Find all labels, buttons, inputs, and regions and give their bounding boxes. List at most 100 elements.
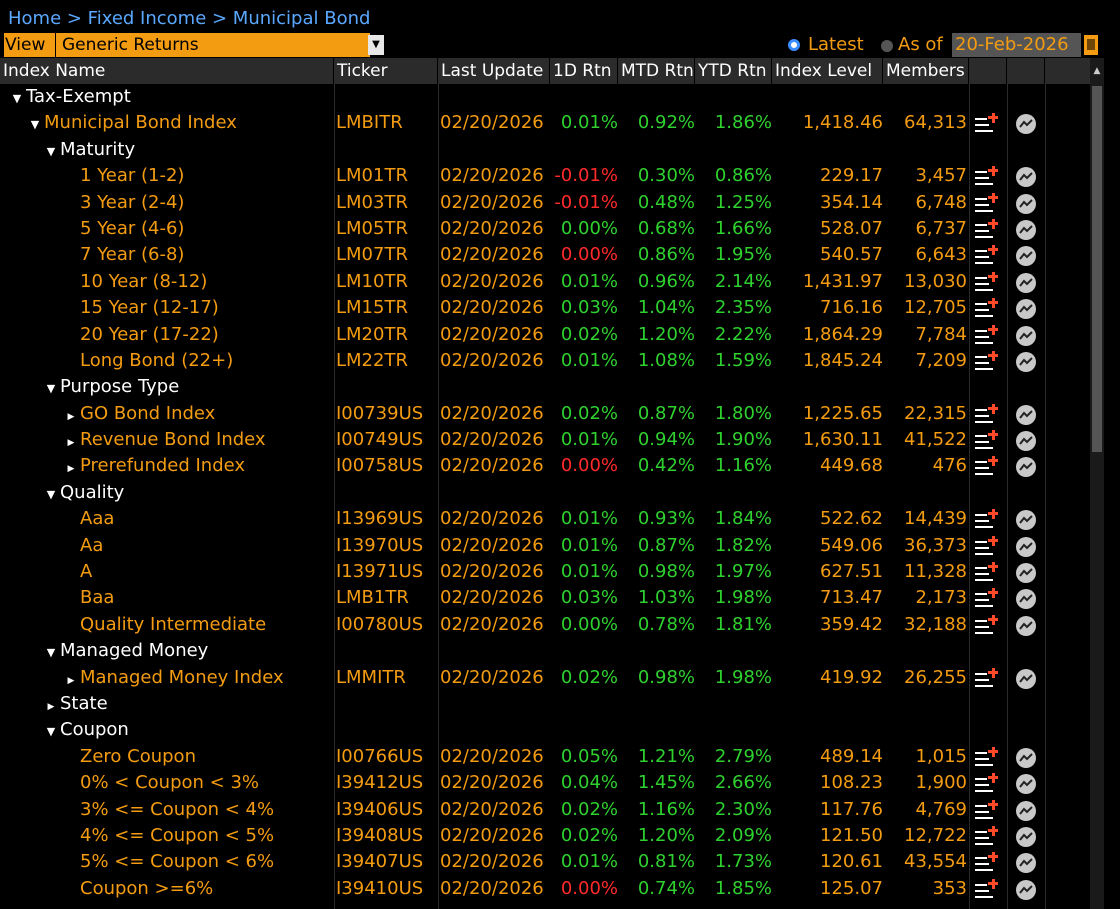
index-name[interactable]: Maturity: [60, 138, 136, 160]
chart-icon[interactable]: [1016, 431, 1036, 452]
index-name-cell[interactable]: 3% <= Coupon < 4%: [62, 797, 274, 823]
table-row[interactable]: Long Bond (22+) LM22TR 02/20/2026 0.01% 1.08…: [0, 348, 1090, 374]
add-to-list-icon[interactable]: [975, 271, 999, 292]
index-name-cell[interactable]: ▼ Managed Money: [42, 638, 209, 664]
chart-icon[interactable]: [1016, 193, 1036, 214]
add-to-list-icon[interactable]: [975, 218, 999, 239]
col-1d-rtn[interactable]: 1D Rtn: [550, 58, 618, 84]
ticker-cell[interactable]: LM20TR: [336, 323, 408, 345]
index-name[interactable]: 15 Year (12-17): [80, 297, 219, 319]
chart-icon[interactable]: [1016, 800, 1036, 821]
index-name[interactable]: Tax-Exempt: [26, 86, 131, 107]
table-row[interactable]: ▼ Purpose Type: [0, 374, 1090, 400]
ticker-cell[interactable]: LM10TR: [336, 270, 408, 292]
index-name[interactable]: Quality: [60, 481, 125, 503]
index-name[interactable]: 3 Year (2-4): [80, 191, 185, 213]
index-name[interactable]: GO Bond Index: [80, 402, 216, 424]
index-name-cell[interactable]: Zero Coupon: [62, 744, 196, 770]
collapse-toggle-icon[interactable]: ▶: [47, 701, 55, 712]
index-name-cell[interactable]: ▼ Coupon: [42, 717, 129, 743]
table-row[interactable]: ▶ Prerefunded Index I00758US 02/20/2026 0.00…: [0, 453, 1090, 479]
index-name[interactable]: Baa: [80, 587, 115, 609]
index-name-cell[interactable]: 1 Year (1-2): [62, 163, 184, 189]
index-name[interactable]: 5% <= Coupon < 6%: [80, 851, 275, 873]
add-to-list-icon[interactable]: [975, 746, 999, 767]
index-name[interactable]: Coupon: [60, 719, 129, 741]
ticker-cell[interactable]: I39408US: [336, 824, 424, 846]
col-index-level[interactable]: Index Level: [772, 58, 883, 84]
calendar-icon[interactable]: [1084, 35, 1098, 55]
index-name-cell[interactable]: Coupon >=6%: [62, 876, 213, 902]
add-to-list-icon[interactable]: [975, 588, 999, 608]
chevron-down-icon[interactable]: ▼: [368, 35, 384, 55]
table-row[interactable]: 5% <= Coupon < 6% I39407US 02/20/2026 0.01%…: [0, 849, 1090, 875]
index-name-cell[interactable]: ▼ Municipal Bond Index: [26, 110, 237, 136]
chart-icon[interactable]: [1016, 325, 1036, 346]
index-name-cell[interactable]: Baa: [62, 585, 114, 611]
index-name[interactable]: Municipal Bond Index: [44, 112, 237, 134]
index-name[interactable]: 3% <= Coupon < 4%: [80, 798, 275, 820]
chart-icon[interactable]: [1016, 246, 1036, 267]
index-name[interactable]: State: [60, 692, 108, 714]
ticker-cell[interactable]: LM01TR: [336, 165, 408, 187]
add-to-list-icon[interactable]: [975, 614, 999, 635]
add-to-list-icon[interactable]: [975, 324, 999, 345]
add-to-list-icon[interactable]: [975, 878, 999, 899]
table-row[interactable]: ▼ Maturity: [0, 137, 1090, 163]
ticker-cell[interactable]: I39406US: [336, 798, 424, 820]
add-to-list-icon[interactable]: [975, 562, 999, 582]
index-name[interactable]: Long Bond (22+): [80, 349, 234, 371]
add-to-list-icon[interactable]: [975, 113, 999, 133]
col-mtd-rtn[interactable]: MTD Rtn: [618, 58, 695, 84]
col-last-update[interactable]: Last Update: [438, 58, 550, 84]
chart-icon[interactable]: [1016, 589, 1036, 610]
chart-icon[interactable]: [1016, 351, 1036, 372]
add-to-list-icon[interactable]: [975, 852, 999, 872]
add-to-list-icon[interactable]: [975, 166, 999, 186]
collapse-toggle-icon[interactable]: ▶: [67, 438, 75, 449]
chart-icon[interactable]: [1016, 272, 1036, 293]
index-name-cell[interactable]: 20 Year (17-22): [62, 322, 219, 348]
table-row[interactable]: ▶ Managed Money Index LMMITR 02/20/2026 0.02…: [0, 665, 1090, 691]
index-name-cell[interactable]: Long Bond (22+): [62, 348, 233, 374]
add-to-list-icon[interactable]: [975, 298, 999, 318]
index-name-cell[interactable]: Aaa: [62, 506, 114, 532]
table-row[interactable]: 0% < Coupon < 3% I39412US 02/20/2026 0.04% 1…: [0, 770, 1090, 796]
collapse-toggle-icon[interactable]: ▶: [67, 464, 75, 475]
index-name-cell[interactable]: 4% <= Coupon < 5%: [62, 823, 274, 849]
add-to-list-icon[interactable]: [975, 430, 999, 450]
as-of-date-input[interactable]: 20-Feb-2026: [952, 33, 1081, 57]
add-to-list-icon[interactable]: [975, 245, 999, 265]
table-row[interactable]: A I13971US 02/20/2026 0.01% 0.98% 1.97% 627.51…: [0, 559, 1090, 585]
chart-icon[interactable]: [1016, 299, 1036, 320]
table-row[interactable]: ▼ Municipal Bond Index LMBITR 02/20/2026 0.0…: [0, 110, 1090, 136]
add-to-list-icon[interactable]: [975, 667, 999, 688]
ticker-cell[interactable]: LM05TR: [336, 217, 408, 239]
chart-icon[interactable]: [1016, 167, 1036, 188]
chart-icon[interactable]: [1016, 747, 1036, 768]
chart-icon[interactable]: [1016, 563, 1036, 584]
chart-icon[interactable]: [1016, 879, 1036, 900]
add-to-list-icon[interactable]: [975, 799, 999, 820]
table-row[interactable]: ▶ Revenue Bond Index I00749US 02/20/2026 0.0…: [0, 427, 1090, 453]
table-row[interactable]: 5 Year (4-6) LM05TR 02/20/2026 0.00% 0.68% 1.…: [0, 216, 1090, 242]
index-name-cell[interactable]: ▼ Tax-Exempt: [8, 84, 131, 110]
chart-icon[interactable]: [1016, 853, 1036, 874]
table-row[interactable]: 1 Year (1-2) LM01TR 02/20/2026 -0.01% 0.30% 0…: [0, 163, 1090, 189]
index-name[interactable]: A: [80, 561, 93, 583]
table-row[interactable]: ▼ Managed Money: [0, 638, 1090, 664]
expand-toggle-icon[interactable]: ▼: [12, 92, 22, 105]
table-row[interactable]: Coupon >=6% I39410US 02/20/2026 0.00% 0.74% 1…: [0, 876, 1090, 902]
index-name-cell[interactable]: ▼ Quality: [42, 480, 125, 506]
index-name-cell[interactable]: ▶ Managed Money Index: [62, 665, 284, 691]
ticker-cell[interactable]: I13971US: [336, 561, 424, 583]
ticker-cell[interactable]: I13969US: [336, 508, 424, 530]
index-name-cell[interactable]: 0% < Coupon < 3%: [62, 770, 259, 796]
table-row[interactable]: Aaa I13969US 02/20/2026 0.01% 0.93% 1.84% 522.…: [0, 506, 1090, 532]
chart-icon[interactable]: [1016, 510, 1036, 531]
ticker-cell[interactable]: LMMITR: [336, 666, 406, 688]
chart-icon[interactable]: [1016, 457, 1036, 478]
ticker-cell[interactable]: I39410US: [336, 877, 424, 899]
col-index-name[interactable]: Index Name: [0, 58, 334, 84]
chart-icon[interactable]: [1016, 404, 1036, 425]
